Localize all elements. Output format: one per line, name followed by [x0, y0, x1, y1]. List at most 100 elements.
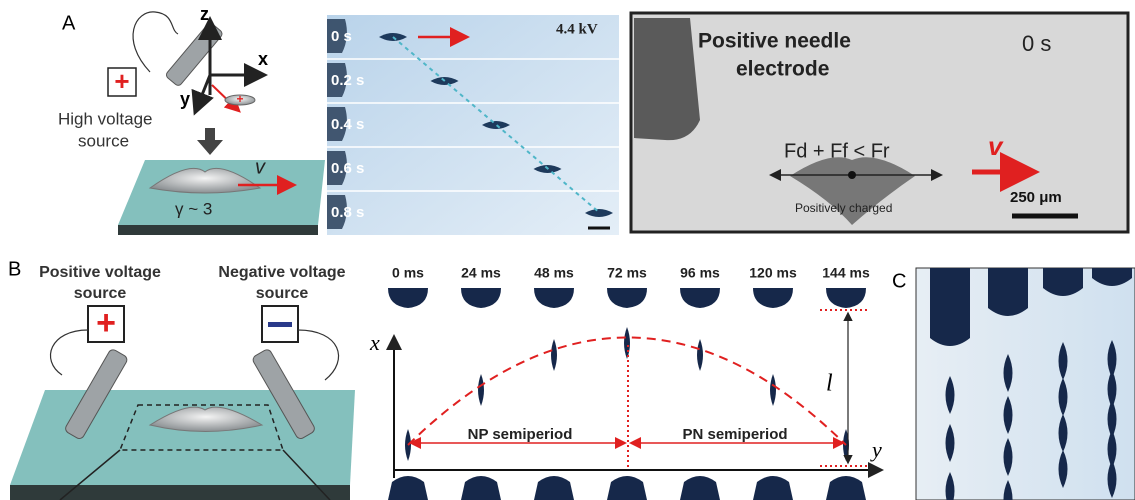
electrode-tip — [680, 476, 720, 500]
electrode-tip — [753, 476, 793, 500]
electrode-tip — [534, 476, 574, 500]
droplet — [1058, 378, 1068, 416]
electrode-tip — [388, 476, 428, 500]
scale-label: 250 μm — [1010, 189, 1062, 206]
needle-electrode — [634, 18, 700, 141]
panel-label: C — [892, 270, 906, 292]
electrode-tip — [534, 288, 574, 308]
droplet — [1003, 480, 1013, 500]
axis-label: y — [870, 437, 882, 462]
source-sign: + — [96, 304, 116, 342]
needle-shadow — [327, 63, 347, 97]
droplet — [945, 376, 955, 414]
time-label: 0.8 s — [331, 204, 364, 221]
force-label: Fd + Ff < Fr — [784, 140, 890, 162]
jet-column — [988, 268, 1028, 316]
gamma-label: γ ~ 3 — [175, 199, 212, 218]
trajectory-curve — [407, 336, 847, 446]
jet-column — [1092, 268, 1132, 286]
motion-arrow — [211, 84, 241, 113]
time-label: 0 ms — [392, 265, 424, 281]
droplet — [1058, 414, 1068, 452]
needle-shadow — [327, 107, 347, 141]
time-label: 96 ms — [680, 265, 720, 281]
time-label: 0.6 s — [331, 160, 364, 177]
droplet — [1003, 354, 1013, 392]
droplet — [624, 327, 630, 359]
substrate-edge — [10, 485, 350, 500]
droplet — [148, 406, 264, 432]
electrode-tip — [607, 476, 647, 500]
axis-y — [191, 74, 214, 116]
time-label: 72 ms — [607, 265, 647, 281]
wire — [50, 329, 89, 376]
sequence-image — [327, 15, 619, 235]
needle — [65, 349, 128, 439]
jet-column — [1043, 268, 1083, 296]
oscillation-sequence: 0 ms 24 ms 48 ms 72 ms 96 ms 120 ms 144 ms — [388, 265, 870, 500]
droplet — [478, 374, 484, 406]
time-label: 0.2 s — [331, 72, 364, 89]
time-label: 0 s — [331, 28, 352, 45]
electrode-tip — [607, 288, 647, 308]
droplet — [945, 472, 955, 500]
panel-label: A — [62, 12, 76, 34]
down-arrow — [197, 128, 223, 155]
amplitude-label: l — [826, 371, 833, 397]
wire — [297, 329, 340, 381]
needle-shadow — [327, 19, 347, 53]
axis-label: y — [180, 89, 190, 109]
time-label: 0 s — [1022, 31, 1051, 56]
trajectory — [392, 36, 601, 214]
droplet — [1003, 396, 1013, 434]
source-label: source — [256, 285, 309, 302]
electrode-tip — [388, 288, 428, 308]
time-label: 144 ms — [822, 265, 870, 281]
sequence-rows: 0 s 0.2 s 0.4 s 0.6 s 0.8 s — [327, 19, 619, 229]
zoom-line — [282, 449, 331, 500]
needle-shadow — [327, 195, 347, 229]
droplet — [1107, 460, 1117, 498]
axis-label: x — [369, 330, 380, 355]
droplet — [1058, 342, 1068, 380]
velocity-label: v — [988, 131, 1004, 161]
axis-label: x — [258, 49, 268, 69]
needle — [252, 349, 315, 439]
pn-label: PN semiperiod — [682, 426, 787, 443]
negative-sign — [268, 322, 292, 327]
charge-sign: + — [236, 92, 243, 106]
droplet — [697, 339, 703, 371]
source-box — [107, 67, 137, 97]
droplet — [585, 209, 613, 217]
droplet — [224, 94, 256, 106]
jet-columns — [930, 268, 1132, 500]
panel-label: B — [8, 258, 21, 280]
source-sign: + — [114, 66, 129, 96]
center-point — [848, 171, 856, 179]
source-box — [87, 305, 125, 343]
droplet — [1107, 370, 1117, 408]
voltage-label: 4.4 kV — [556, 21, 598, 37]
electrode-tip — [461, 476, 501, 500]
droplet — [148, 167, 262, 194]
axis-label: z — [200, 4, 209, 24]
source-label: source — [78, 131, 129, 150]
jet-column — [930, 268, 970, 346]
source-label: source — [74, 285, 127, 302]
droplet — [1107, 430, 1117, 468]
electrode-label: electrode — [736, 58, 829, 81]
source-label: High voltage — [58, 109, 153, 128]
source-label: Positive voltage — [39, 264, 161, 281]
electrode-tip — [826, 288, 866, 308]
droplet — [1003, 438, 1013, 476]
substrate-edge — [118, 225, 318, 235]
needle — [165, 22, 223, 86]
charge-label: Positively charged — [795, 201, 892, 215]
wire — [132, 11, 179, 73]
time-label: 0.4 s — [331, 116, 364, 133]
source-label: Negative voltage — [218, 264, 345, 281]
electrode-tip — [753, 288, 793, 308]
np-label: NP semiperiod — [468, 426, 573, 443]
time-label: 48 ms — [534, 265, 574, 281]
